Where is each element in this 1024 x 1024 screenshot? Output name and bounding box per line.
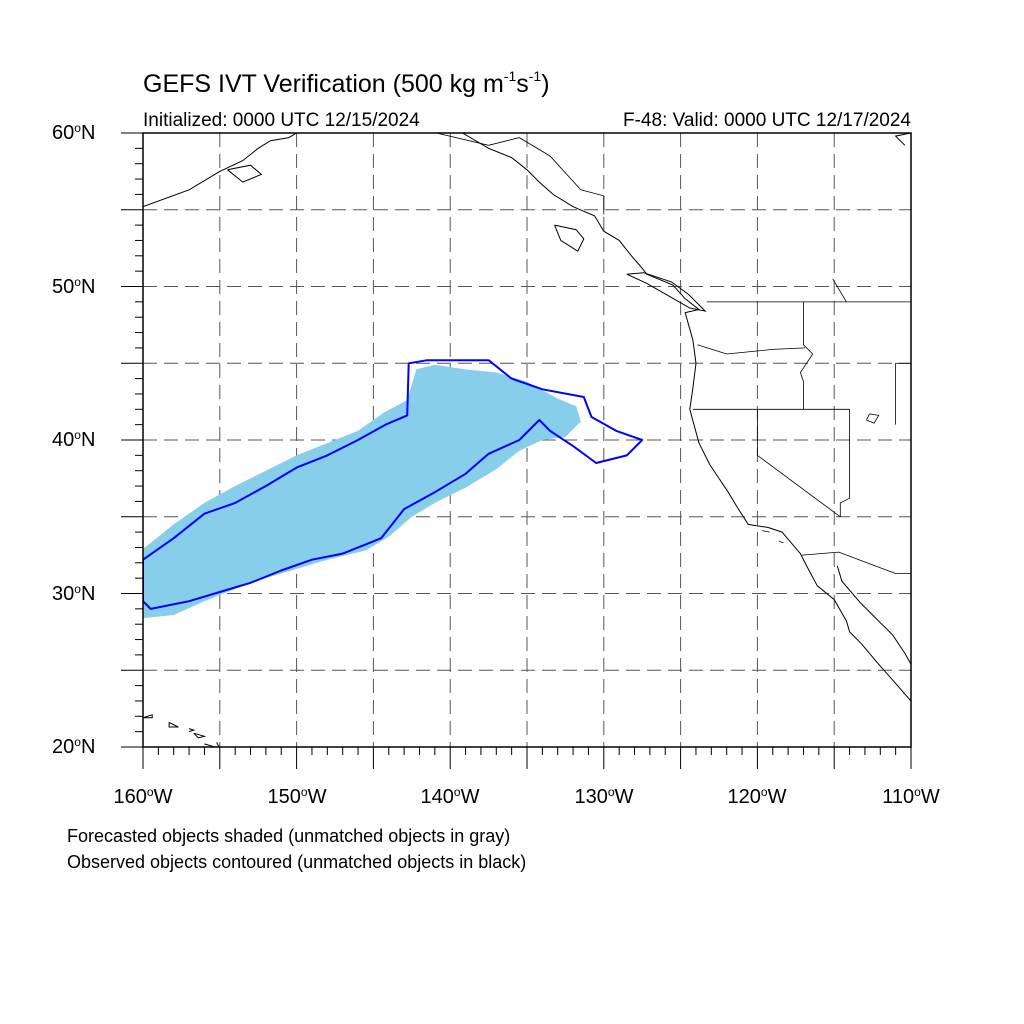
lon-label-120w: 120oW bbox=[727, 785, 787, 808]
coastline bbox=[143, 714, 153, 719]
lat-label-20n: 20oN bbox=[52, 735, 96, 758]
coastline bbox=[168, 721, 179, 728]
lon-label-130w: 130oW bbox=[574, 785, 634, 808]
coastline bbox=[193, 732, 207, 739]
lat-label-30n: 30oN bbox=[52, 582, 96, 605]
political-border bbox=[799, 301, 814, 410]
lake-outline bbox=[778, 540, 784, 544]
coastline bbox=[227, 164, 263, 183]
lon-label-140w: 140oW bbox=[420, 785, 480, 808]
political-border bbox=[801, 551, 911, 574]
coastline bbox=[204, 742, 220, 747]
political-border bbox=[436, 133, 605, 215]
lake-outline bbox=[865, 413, 880, 424]
lat-label-40n: 40oN bbox=[52, 428, 96, 451]
lon-label-150w: 150oW bbox=[267, 785, 327, 808]
observed-objects bbox=[143, 359, 644, 610]
forecast-ivt-object bbox=[143, 364, 581, 619]
coastline bbox=[894, 133, 911, 146]
lake-outline bbox=[761, 530, 770, 533]
lat-label-60n: 60oN bbox=[52, 121, 96, 144]
observed-ivt-contour bbox=[143, 359, 644, 610]
coastline bbox=[554, 224, 585, 252]
political-border bbox=[839, 409, 850, 517]
lon-label-160w: 160oW bbox=[113, 785, 173, 808]
coastline bbox=[836, 565, 911, 665]
political-border bbox=[697, 344, 806, 355]
political-border bbox=[757, 409, 841, 518]
initialized-time: Initialized: 0000 UTC 12/15/2024 bbox=[143, 110, 420, 131]
coastline bbox=[462, 133, 911, 702]
political-border bbox=[832, 278, 847, 303]
note-observed: Observed objects contoured (unmatched ob… bbox=[67, 852, 527, 872]
forecast-objects bbox=[143, 364, 581, 619]
valid-time: F-48: Valid: 0000 UTC 12/17/2024 bbox=[623, 110, 911, 131]
coastlines bbox=[143, 133, 911, 747]
lon-label-110w: 110oW bbox=[882, 785, 940, 808]
axis-ticks bbox=[121, 132, 912, 769]
coastline bbox=[626, 272, 707, 312]
note-forecast: Forecasted objects shaded (unmatched obj… bbox=[67, 826, 511, 846]
coastline bbox=[188, 728, 196, 733]
coastline bbox=[143, 133, 297, 208]
lat-label-50n: 50oN bbox=[52, 275, 96, 298]
map-title: GEFS IVT Verification (500 kg m-1s-1) bbox=[143, 68, 550, 98]
